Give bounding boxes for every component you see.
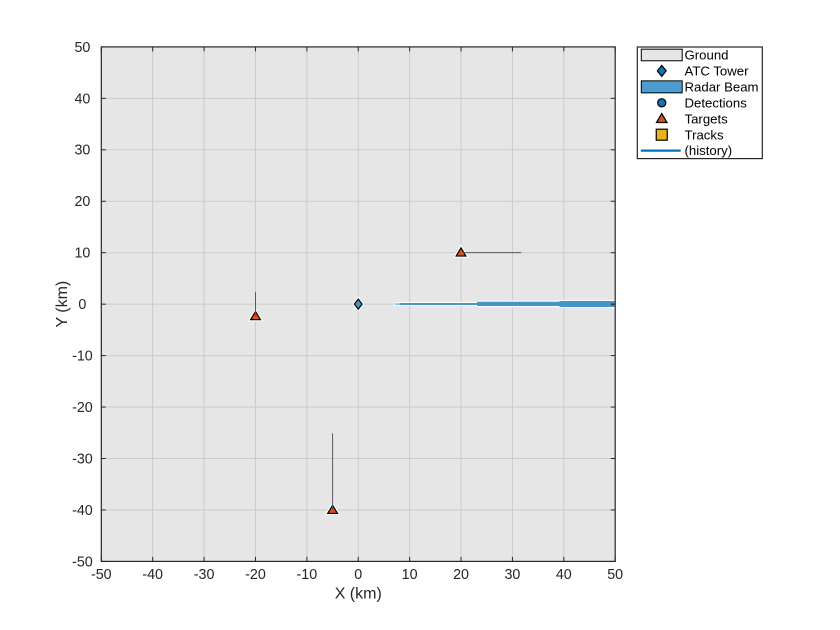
svg-text:-50: -50	[72, 554, 93, 570]
svg-text:Radar Beam: Radar Beam	[685, 79, 759, 94]
svg-text:-20: -20	[72, 400, 93, 416]
svg-text:X (km): X (km)	[335, 585, 382, 602]
svg-text:-20: -20	[245, 567, 266, 583]
svg-text:Tracks: Tracks	[685, 127, 724, 142]
svg-text:-30: -30	[72, 451, 93, 467]
svg-text:ATC Tower: ATC Tower	[685, 64, 750, 79]
svg-text:20: 20	[453, 567, 469, 583]
svg-text:30: 30	[504, 567, 520, 583]
svg-text:0: 0	[78, 297, 86, 313]
svg-text:Detections: Detections	[685, 95, 748, 110]
svg-text:0: 0	[354, 567, 362, 583]
svg-text:Ground: Ground	[685, 48, 729, 63]
svg-text:40: 40	[74, 91, 90, 107]
svg-text:-30: -30	[194, 567, 215, 583]
svg-text:10: 10	[74, 246, 90, 262]
svg-text:50: 50	[74, 40, 90, 56]
svg-text:-10: -10	[297, 567, 318, 583]
svg-text:20: 20	[74, 194, 90, 210]
svg-text:50: 50	[607, 567, 623, 583]
svg-text:40: 40	[556, 567, 572, 583]
svg-text:30: 30	[74, 143, 90, 159]
svg-text:-50: -50	[91, 567, 112, 583]
svg-text:Targets: Targets	[685, 111, 729, 126]
svg-text:-40: -40	[72, 503, 93, 519]
svg-text:Y (km): Y (km)	[54, 281, 71, 328]
svg-text:10: 10	[402, 567, 418, 583]
svg-text:-40: -40	[142, 567, 163, 583]
svg-text:-10: -10	[72, 349, 93, 365]
svg-text:(history): (history)	[685, 143, 733, 158]
